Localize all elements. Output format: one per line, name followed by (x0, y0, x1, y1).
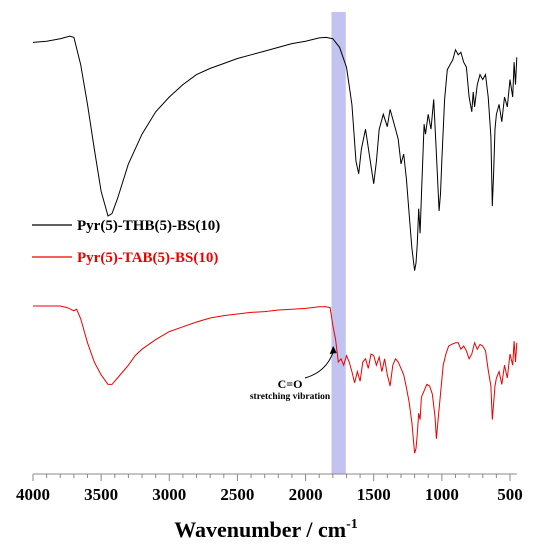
x-tick-label: 3500 (84, 485, 118, 504)
x-axis-title-main: Wavenumber / cm (174, 517, 346, 542)
annotation-sublabel: stretching vibration (250, 392, 331, 402)
x-tick-label: 1500 (357, 485, 391, 504)
x-tick-label: 2500 (220, 485, 254, 504)
series-line-thb (32, 35, 518, 271)
x-axis-ticks (32, 474, 511, 481)
x-tick-label: 3000 (152, 485, 186, 504)
x-tick-label: 2000 (289, 485, 323, 504)
legend-label-tab: Pyr(5)-TAB(5)-BS(10) (77, 250, 218, 266)
annotation-arrow (304, 351, 334, 379)
carbonyl-annotation: C=O stretching vibration (250, 346, 337, 402)
x-tick-label: 4000 (16, 485, 50, 504)
annotation-arrowhead (329, 346, 337, 354)
annotation-label: C=O (278, 377, 303, 391)
x-axis-tick-labels: 4000 3500 3000 2500 2000 1500 1000 500 (16, 485, 523, 504)
x-axis-title-superscript: -1 (346, 517, 358, 532)
x-tick-label: 500 (497, 485, 523, 504)
x-tick-label: 1000 (425, 485, 459, 504)
legend: Pyr(5)-THB(5)-BS(10) Pyr(5)-TAB(5)-BS(10… (32, 218, 220, 266)
series-line-tab (33, 305, 518, 454)
carbonyl-highlight-band (331, 12, 346, 474)
x-axis-title: Wavenumber / cm-1 (174, 517, 358, 542)
legend-label-thb: Pyr(5)-THB(5)-BS(10) (77, 218, 220, 234)
